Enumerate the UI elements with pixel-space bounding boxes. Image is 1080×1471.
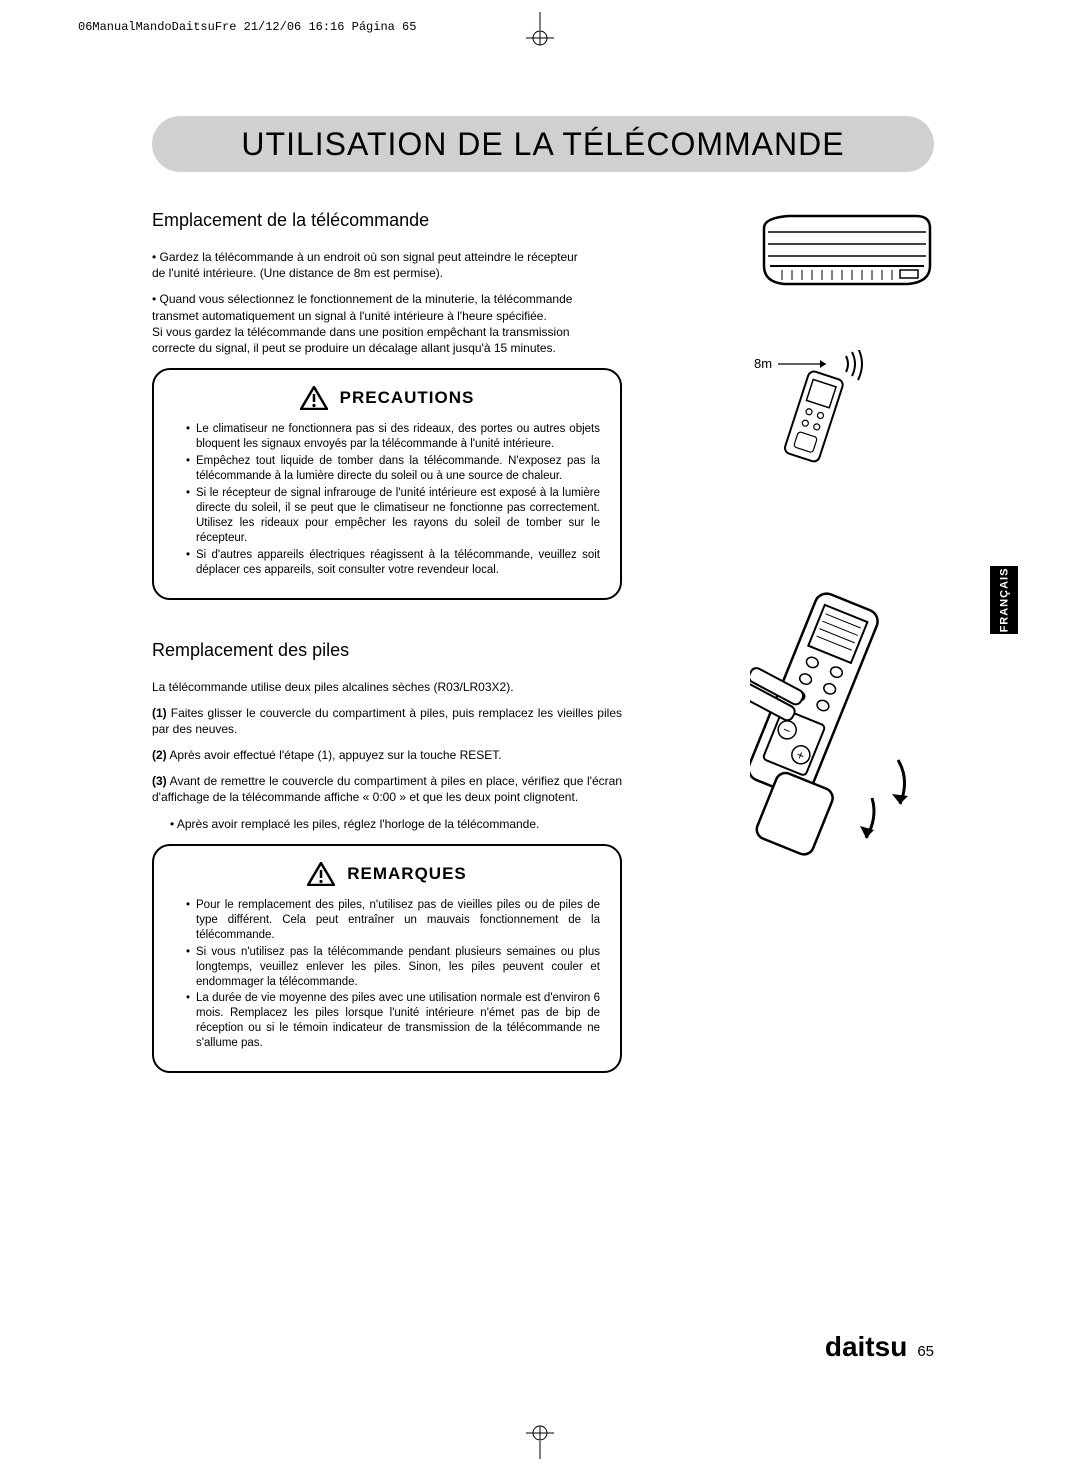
- remarques-item: Si vous n'utilisez pas la télécommande p…: [186, 945, 600, 990]
- remarques-list: Pour le remplacement des piles, n'utilis…: [174, 898, 600, 1051]
- step3-text: Avant de remettre le couvercle du compar…: [152, 774, 622, 804]
- step1-text: Faites glisser le couvercle du compartim…: [152, 706, 622, 736]
- step1-label: (1): [152, 706, 167, 720]
- remarques-box: REMARQUES Pour le remplacement des piles…: [152, 844, 622, 1073]
- precautions-item: Si d'autres appareils électriques réagis…: [186, 548, 600, 578]
- warning-icon: [307, 862, 335, 886]
- precautions-item: Le climatiseur ne fonctionnera pas si de…: [186, 422, 600, 452]
- section1-p2b: transmet automatiquement un signal à l'u…: [152, 309, 547, 323]
- precautions-item: Si le récepteur de signal infrarouge de …: [186, 486, 600, 546]
- section1-p2c: Si vous gardez la télécommande dans une …: [152, 325, 570, 339]
- section1-p1b: de l'unité intérieure. (Une distance de …: [152, 266, 443, 280]
- section1-p2a: • Quand vous sélectionnez le fonctionnem…: [152, 292, 572, 306]
- language-tab-label: FRANÇAIS: [998, 568, 1010, 633]
- section2-heading: Remplacement des piles: [152, 640, 622, 661]
- remarques-item: La durée de vie moyenne des piles avec u…: [186, 991, 600, 1051]
- remarques-item: Pour le remplacement des piles, n'utilis…: [186, 898, 600, 943]
- page-title-bar: UTILISATION DE LA TÉLÉCOMMANDE: [152, 116, 934, 172]
- step3-label: (3): [152, 774, 167, 788]
- language-tab: FRANÇAIS: [990, 566, 1018, 634]
- crop-mark-bottom: [510, 1419, 570, 1459]
- section1-p1a: • Gardez la télécommande à un endroit où…: [152, 250, 578, 264]
- brand-logo: daitsu: [825, 1331, 907, 1363]
- step2-label: (2): [152, 748, 167, 762]
- step2-text: Après avoir effectué l'étape (1), appuye…: [167, 748, 502, 762]
- section1-heading: Emplacement de la télécommande: [152, 210, 622, 231]
- precautions-box: PRECAUTIONS Le climatiseur ne fonctionne…: [152, 368, 622, 599]
- section-emplacement: Emplacement de la télécommande • Gardez …: [152, 210, 622, 1073]
- section2-final: • Après avoir remplacé les piles, réglez…: [152, 816, 622, 832]
- page-title: UTILISATION DE LA TÉLÉCOMMANDE: [241, 126, 844, 163]
- precautions-title: PRECAUTIONS: [340, 388, 475, 408]
- print-header: 06ManualMandoDaitsuFre 21/12/06 16:16 Pá…: [78, 20, 416, 34]
- warning-icon: [300, 386, 328, 410]
- crop-mark-top: [510, 12, 570, 52]
- precautions-item: Empêchez tout liquide de tomber dans la …: [186, 454, 600, 484]
- section1-p2d: correcte du signal, il peut se produire …: [152, 341, 556, 355]
- section2-intro: La télécommande utilise deux piles alcal…: [152, 679, 622, 695]
- page-footer: daitsu 65: [825, 1331, 934, 1363]
- remarques-title: REMARQUES: [347, 864, 467, 884]
- page-number: 65: [917, 1343, 934, 1360]
- precautions-list: Le climatiseur ne fonctionnera pas si de…: [174, 422, 600, 577]
- section-remplacement: Remplacement des piles La télécommande u…: [152, 640, 622, 1074]
